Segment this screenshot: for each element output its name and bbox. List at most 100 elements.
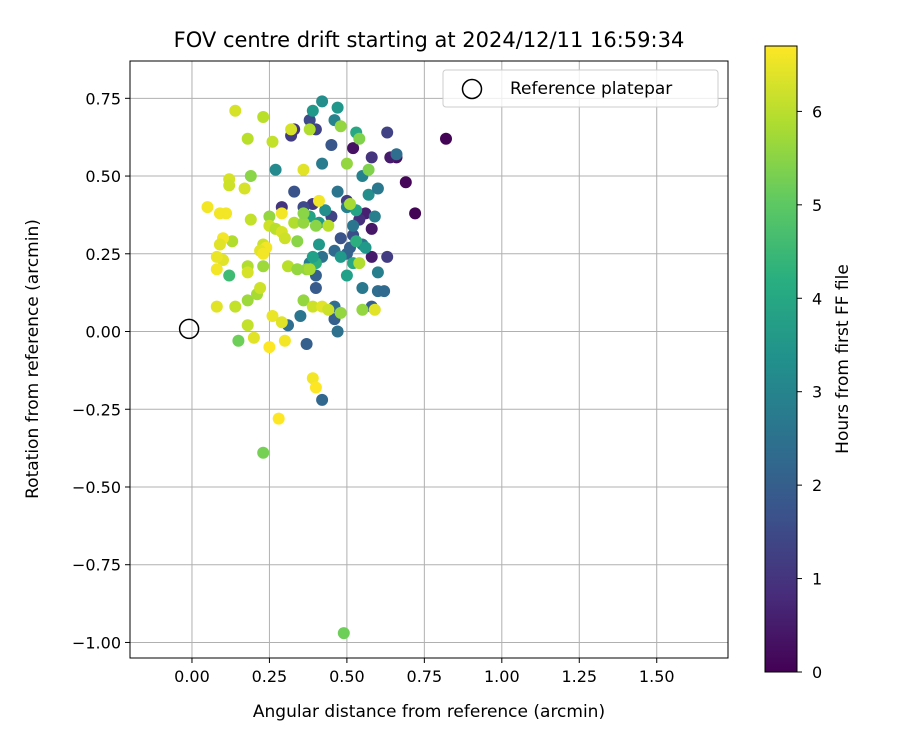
- x-tick-label: 1.00: [484, 667, 520, 686]
- data-point: [409, 207, 421, 219]
- data-point: [338, 627, 350, 639]
- data-point: [341, 158, 353, 170]
- data-point: [257, 260, 269, 272]
- data-point: [322, 304, 334, 316]
- data-point: [242, 319, 254, 331]
- data-point: [356, 304, 368, 316]
- data-point: [211, 251, 223, 263]
- data-point: [242, 133, 254, 145]
- y-tick-label: −0.25: [72, 400, 121, 419]
- colorbar-tick-label: 0: [812, 663, 822, 682]
- data-point: [366, 223, 378, 235]
- data-point: [257, 248, 269, 260]
- colorbar-ticks: 0 1 2 3 4 5 6: [797, 102, 822, 682]
- x-tick-label: 1.50: [639, 667, 675, 686]
- data-point: [229, 301, 241, 313]
- data-point: [301, 338, 313, 350]
- colorbar-tick-label: 1: [812, 570, 822, 589]
- y-tick-label: 0.75: [85, 89, 121, 108]
- data-point: [322, 220, 334, 232]
- plot-frame: [130, 61, 728, 658]
- y-axis-label: Rotation from reference (arcmin): [23, 219, 43, 499]
- data-point: [316, 95, 328, 107]
- data-point: [220, 207, 232, 219]
- data-point: [332, 186, 344, 198]
- data-point: [263, 341, 275, 353]
- data-point: [276, 207, 288, 219]
- data-point: [353, 133, 365, 145]
- data-point: [304, 123, 316, 135]
- data-point: [316, 394, 328, 406]
- y-tick-label: −0.50: [72, 478, 121, 497]
- data-point: [356, 282, 368, 294]
- data-point: [242, 266, 254, 278]
- legend-label: Reference platepar: [510, 79, 672, 99]
- data-point: [304, 263, 316, 275]
- data-point: [363, 164, 375, 176]
- data-point: [294, 310, 306, 322]
- data-point: [347, 220, 359, 232]
- data-point: [335, 251, 347, 263]
- y-tick-label: −1.00: [72, 633, 121, 652]
- data-point: [335, 307, 347, 319]
- colorbar-label: Hours from first FF file: [833, 264, 853, 454]
- data-point: [291, 235, 303, 247]
- x-tick-label: 0.75: [407, 667, 443, 686]
- reference-marker: [180, 319, 199, 338]
- data-point: [360, 242, 372, 254]
- data-point: [325, 139, 337, 151]
- data-point: [245, 170, 257, 182]
- x-tick-label: 0.25: [252, 667, 288, 686]
- data-point: [248, 332, 260, 344]
- data-point: [270, 164, 282, 176]
- data-point: [239, 183, 251, 195]
- data-point: [298, 207, 310, 219]
- data-point: [369, 304, 381, 316]
- data-point: [273, 413, 285, 425]
- data-point: [440, 133, 452, 145]
- data-point: [372, 266, 384, 278]
- x-axis-label: Angular distance from reference (arcmin): [253, 702, 605, 722]
- data-point: [257, 111, 269, 123]
- legend: Reference platepar: [443, 70, 718, 107]
- data-point: [307, 105, 319, 117]
- data-point: [254, 282, 266, 294]
- data-point: [313, 195, 325, 207]
- data-point: [245, 214, 257, 226]
- data-point: [369, 211, 381, 223]
- colorbar: [765, 46, 797, 672]
- y-tick-label: 0.25: [85, 245, 121, 264]
- data-point: [400, 176, 412, 188]
- data-point: [313, 239, 325, 251]
- data-point: [335, 120, 347, 132]
- data-point: [372, 183, 384, 195]
- data-point: [391, 148, 403, 160]
- data-point: [316, 158, 328, 170]
- data-point: [381, 127, 393, 139]
- y-axis-ticks: 0.75 0.50 0.25 0.00 −0.25 −0.50 −0.75 −1.00: [72, 89, 130, 652]
- data-point: [381, 251, 393, 263]
- data-point: [279, 232, 291, 244]
- data-point: [257, 447, 269, 459]
- data-point: [298, 164, 310, 176]
- data-point: [335, 232, 347, 244]
- data-point: [310, 220, 322, 232]
- colorbar-tick-label: 6: [812, 102, 822, 121]
- data-point: [307, 251, 319, 263]
- x-axis-ticks: 0.00 0.25 0.50 0.75 1.00 1.25 1.50: [174, 658, 674, 686]
- colorbar-tick-label: 4: [812, 289, 822, 308]
- data-point: [332, 102, 344, 114]
- x-tick-label: 0.50: [329, 667, 365, 686]
- data-point: [202, 201, 214, 213]
- data-point: [285, 123, 297, 135]
- y-tick-label: 0.50: [85, 167, 121, 186]
- data-point: [267, 136, 279, 148]
- data-point: [279, 335, 291, 347]
- data-point: [332, 326, 344, 338]
- data-point: [223, 179, 235, 191]
- colorbar-tick-label: 5: [812, 196, 822, 215]
- x-tick-label: 1.25: [561, 667, 597, 686]
- data-point: [344, 198, 356, 210]
- data-point: [232, 335, 244, 347]
